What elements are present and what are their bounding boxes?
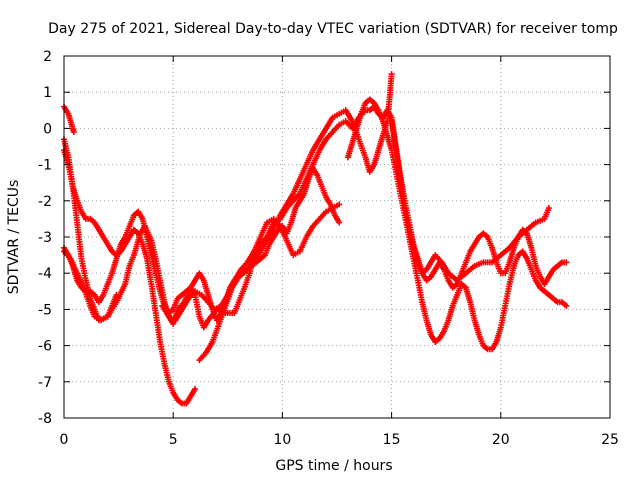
y-tick-label: -8 [38, 411, 52, 427]
y-tick-label: -3 [38, 230, 52, 246]
x-tick-label: 20 [492, 432, 510, 448]
chart-title: Day 275 of 2021, Sidereal Day-to-day VTE… [48, 21, 618, 37]
y-tick-label: -2 [38, 194, 52, 210]
y-tick-label: -1 [38, 158, 52, 174]
x-tick-label: 0 [60, 432, 69, 448]
y-tick-label: 1 [43, 85, 52, 101]
y-tick-label: -4 [38, 266, 52, 282]
y-tick-label: 2 [43, 49, 52, 65]
data-point [113, 291, 120, 298]
data-point [563, 259, 570, 266]
data-point [192, 386, 199, 393]
y-axis-label: SDTVAR / TECUs [6, 180, 22, 295]
data-point [70, 129, 77, 136]
y-tick-label: -6 [38, 339, 52, 355]
data-point [388, 71, 395, 78]
x-tick-label: 5 [169, 432, 178, 448]
x-tick-label: 10 [273, 432, 291, 448]
x-tick-label: 25 [601, 432, 619, 448]
y-tick-label: -7 [38, 375, 52, 391]
y-tick-label: -5 [38, 302, 52, 318]
data-point [545, 205, 552, 212]
x-axis-label: GPS time / hours [275, 458, 392, 474]
y-tick-label: 0 [43, 121, 52, 137]
x-tick-label: 15 [383, 432, 401, 448]
data-point [336, 201, 343, 208]
data-points [61, 71, 570, 407]
data-point [336, 219, 343, 226]
data-point [563, 302, 570, 309]
